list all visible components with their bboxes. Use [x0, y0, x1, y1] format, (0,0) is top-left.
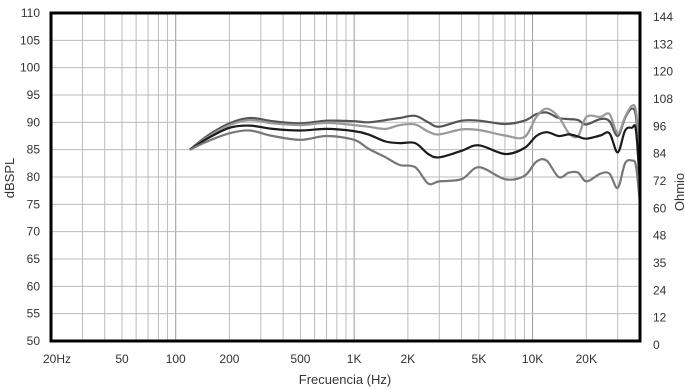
y2-tick-label: 96	[653, 119, 667, 133]
y2-tick-label: 12	[653, 311, 667, 325]
y2-tick-label: 72	[653, 174, 667, 188]
x-tick-label: 50	[115, 352, 129, 366]
x-tick-label: 5K	[472, 352, 487, 366]
y-tick-label: 105	[20, 33, 40, 47]
x-tick-label: 20K	[576, 352, 597, 366]
x-tick-label: 10K	[522, 352, 543, 366]
y-tick-label: 60	[27, 279, 41, 293]
y-tick-label: 95	[27, 88, 41, 102]
x-tick-label: 500	[290, 352, 310, 366]
y-tick-label: 85	[27, 143, 41, 157]
x-tick-label: 1K	[347, 352, 362, 366]
y2-tick-label: 84	[653, 147, 667, 161]
y2-tick-label: 108	[653, 92, 673, 106]
series-line-1	[189, 107, 642, 167]
y-tick-label: 65	[27, 252, 41, 266]
y-axis-label: dBSPL	[2, 158, 17, 198]
y-tick-label: 55	[27, 307, 41, 321]
y-tick-label: 70	[27, 225, 41, 239]
x-tick-label: 20Hz	[43, 352, 71, 366]
x-axis-label: Frecuencia (Hz)	[299, 372, 391, 387]
x-tick-label: 2K	[401, 352, 416, 366]
y-axis-ticks: 110 105 100 95 90 85 80 75 70 65 60 55 50	[20, 6, 40, 348]
y2-axis-label: Ohmio	[672, 173, 685, 211]
plot-frame	[49, 11, 642, 343]
y2-tick-label: 0	[653, 338, 660, 352]
y-tick-label: 100	[20, 61, 40, 75]
y2-tick-label: 60	[653, 201, 667, 215]
y2-tick-label: 35	[653, 256, 667, 270]
y2-tick-label: 120	[653, 65, 673, 79]
series-line-4	[189, 129, 642, 205]
y-tick-label: 110	[21, 6, 40, 20]
y-tick-label: 80	[27, 170, 41, 184]
y2-tick-label: 48	[653, 229, 667, 243]
y-tick-label: 90	[27, 115, 41, 129]
series-line-3	[189, 124, 642, 188]
y-tick-label: 50	[27, 334, 41, 348]
y-tick-label: 75	[27, 197, 41, 211]
y2-tick-label: 132	[653, 37, 673, 51]
x-tick-label: 200	[219, 352, 239, 366]
series-line-2	[189, 104, 642, 156]
x-axis-ticks: 20Hz 50 100 200 500 1K 2K 5K 10K 20K	[43, 352, 597, 366]
y2-tick-label: 144	[653, 10, 673, 24]
y2-tick-label: 24	[653, 283, 667, 297]
series-layer	[189, 104, 642, 205]
x-tick-label: 100	[166, 352, 186, 366]
